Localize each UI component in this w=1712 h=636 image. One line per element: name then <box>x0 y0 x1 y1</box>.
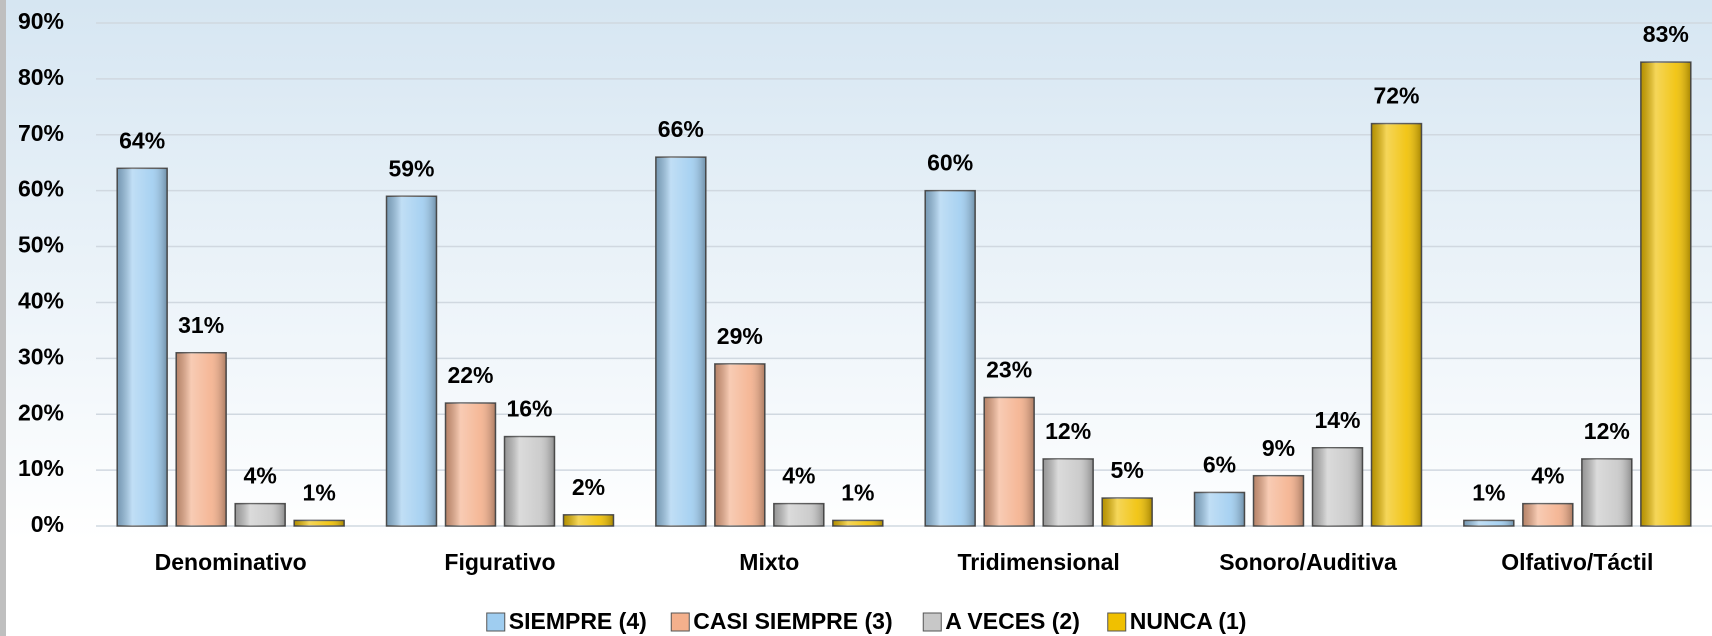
border <box>0 0 6 636</box>
x-tick-label: Tridimensional <box>958 549 1120 575</box>
value-label: 72% <box>1373 83 1419 109</box>
value-label: 1% <box>841 479 874 505</box>
value-label: 1% <box>1472 479 1505 505</box>
bar-shade <box>117 168 168 527</box>
bar-shade <box>235 503 286 526</box>
bar-shade <box>1253 475 1304 526</box>
bar-shade <box>1312 447 1363 526</box>
legend-swatch <box>1107 612 1127 632</box>
bar-shade <box>714 363 765 526</box>
x-tick-label: Figurativo <box>444 549 555 575</box>
value-label: 4% <box>782 463 815 489</box>
legend-swatch <box>486 612 506 632</box>
bar-shade <box>1371 123 1422 526</box>
bar-shade <box>1522 503 1573 526</box>
bar-shade <box>294 520 345 526</box>
legend-swatch <box>922 612 942 632</box>
y-tick-label: 10% <box>18 455 64 481</box>
bar-shade <box>1640 62 1691 526</box>
x-tick-label: Denominativo <box>155 549 307 575</box>
value-label: 2% <box>572 474 605 500</box>
legend-label: A VECES (2) <box>945 608 1080 634</box>
legend-label: SIEMPRE (4) <box>509 608 647 634</box>
bar-shade <box>1102 498 1153 526</box>
value-label: 4% <box>244 463 277 489</box>
bar-shade <box>925 190 976 526</box>
legend-label: NUNCA (1) <box>1130 608 1247 634</box>
value-label: 29% <box>717 323 763 349</box>
value-label: 12% <box>1045 418 1091 444</box>
value-label: 14% <box>1314 407 1360 433</box>
value-label: 83% <box>1643 21 1689 47</box>
value-label: 66% <box>658 116 704 142</box>
value-label: 31% <box>178 312 224 338</box>
bar-shade <box>655 157 706 526</box>
y-tick-label: 90% <box>18 8 64 34</box>
x-tick-label: Olfativo/Táctil <box>1501 549 1653 575</box>
legend-label: CASI SIEMPRE (3) <box>693 608 892 634</box>
bar-shade <box>1581 458 1632 526</box>
value-label: 59% <box>388 155 434 181</box>
y-tick-label: 40% <box>18 288 64 314</box>
y-tick-label: 70% <box>18 120 64 146</box>
value-label: 5% <box>1111 457 1144 483</box>
x-tick-label: Sonoro/Auditiva <box>1219 549 1397 575</box>
bar-shade <box>832 520 883 526</box>
bar-shade <box>176 352 227 526</box>
bar-shade <box>1463 520 1514 526</box>
bar-shade <box>504 436 555 526</box>
bar-shade <box>445 403 496 526</box>
bar-shade <box>773 503 824 526</box>
value-label: 1% <box>303 479 336 505</box>
y-tick-label: 20% <box>18 399 64 425</box>
y-tick-label: 50% <box>18 232 64 258</box>
y-tick-label: 30% <box>18 343 64 369</box>
value-label: 9% <box>1262 435 1295 461</box>
value-label: 64% <box>119 127 165 153</box>
y-tick-label: 0% <box>31 511 64 537</box>
bar-shade <box>1194 492 1245 526</box>
bar-shade <box>386 196 437 526</box>
value-label: 23% <box>986 357 1032 383</box>
y-tick-label: 60% <box>18 176 64 202</box>
value-label: 12% <box>1584 418 1630 444</box>
bar-shade <box>563 514 614 526</box>
y-tick-label: 80% <box>18 64 64 90</box>
bar-shade <box>984 397 1035 526</box>
legend-swatch <box>670 612 690 632</box>
value-label: 60% <box>927 150 973 176</box>
value-label: 4% <box>1531 463 1564 489</box>
value-label: 6% <box>1203 452 1236 478</box>
bar-shade <box>1043 458 1094 526</box>
x-tick-label: Mixto <box>739 549 799 575</box>
value-label: 16% <box>506 396 552 422</box>
value-label: 22% <box>447 362 493 388</box>
